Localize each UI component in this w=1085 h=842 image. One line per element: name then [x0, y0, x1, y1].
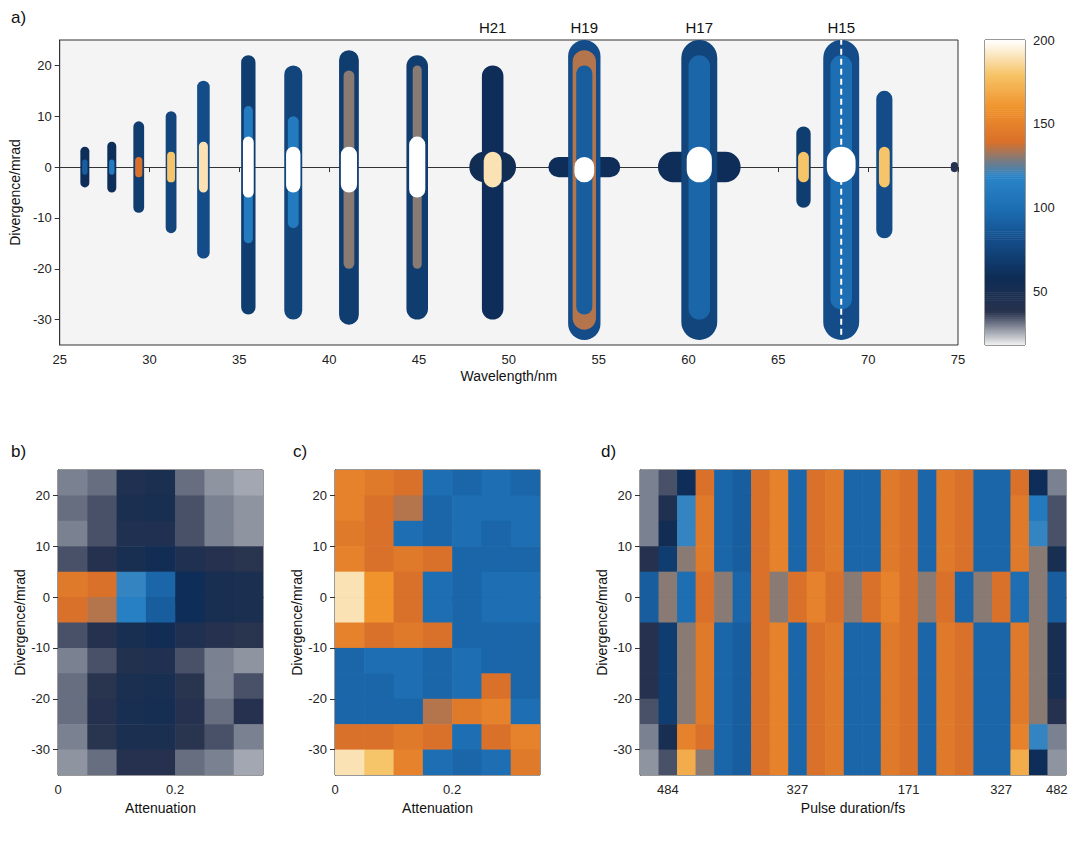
svg-text:20: 20: [313, 488, 327, 503]
svg-text:-30: -30: [308, 742, 327, 757]
svg-text:40: 40: [322, 352, 336, 367]
svg-text:H19: H19: [571, 19, 599, 36]
svg-text:c): c): [293, 442, 307, 461]
svg-text:20: 20: [618, 488, 632, 503]
svg-text:45: 45: [412, 352, 426, 367]
svg-text:Divergence/mrad: Divergence/mrad: [289, 569, 305, 676]
svg-text:-10: -10: [613, 640, 632, 655]
svg-text:Attenuation: Attenuation: [402, 800, 473, 816]
svg-text:75: 75: [951, 352, 965, 367]
svg-text:327: 327: [990, 782, 1012, 797]
svg-text:Pulse duration/fs: Pulse duration/fs: [801, 800, 905, 816]
svg-text:H15: H15: [827, 19, 855, 36]
svg-text:H21: H21: [479, 19, 507, 36]
svg-text:484: 484: [657, 782, 679, 797]
svg-text:70: 70: [861, 352, 875, 367]
svg-text:-10: -10: [31, 640, 50, 655]
svg-text:0: 0: [625, 590, 632, 605]
svg-text:30: 30: [142, 352, 156, 367]
svg-text:100: 100: [1033, 200, 1055, 215]
svg-text:-10: -10: [308, 640, 327, 655]
svg-text:55: 55: [591, 352, 605, 367]
svg-text:H17: H17: [686, 19, 714, 36]
svg-text:b): b): [11, 442, 26, 461]
svg-text:65: 65: [771, 352, 785, 367]
svg-text:200: 200: [1033, 33, 1055, 48]
svg-text:0: 0: [331, 782, 338, 797]
svg-text:-20: -20: [308, 691, 327, 706]
svg-text:482: 482: [1046, 782, 1068, 797]
svg-text:Wavelength/nm: Wavelength/nm: [460, 368, 557, 384]
svg-text:0.2: 0.2: [166, 782, 184, 797]
svg-text:10: 10: [618, 539, 632, 554]
svg-text:0: 0: [54, 782, 61, 797]
svg-text:Divergence/mrad: Divergence/mrad: [12, 569, 28, 676]
svg-text:35: 35: [232, 352, 246, 367]
svg-text:0: 0: [44, 160, 51, 175]
svg-text:-20: -20: [31, 691, 50, 706]
svg-text:25: 25: [52, 352, 66, 367]
svg-text:0: 0: [320, 590, 327, 605]
svg-text:50: 50: [502, 352, 516, 367]
svg-text:0: 0: [43, 590, 50, 605]
svg-text:Attenuation: Attenuation: [125, 800, 196, 816]
svg-text:-30: -30: [613, 742, 632, 757]
svg-text:50: 50: [1033, 284, 1047, 299]
svg-text:150: 150: [1033, 116, 1055, 131]
svg-text:-20: -20: [613, 691, 632, 706]
svg-text:-30: -30: [31, 742, 50, 757]
svg-text:10: 10: [37, 109, 51, 124]
svg-text:20: 20: [36, 488, 50, 503]
svg-text:10: 10: [36, 539, 50, 554]
svg-text:d): d): [601, 442, 616, 461]
svg-text:Divergence/mrad: Divergence/mrad: [7, 139, 23, 246]
svg-text:60: 60: [681, 352, 695, 367]
svg-text:-30: -30: [33, 312, 52, 327]
svg-text:-20: -20: [33, 261, 52, 276]
svg-text:Divergence/mrad: Divergence/mrad: [594, 569, 610, 676]
svg-text:10: 10: [313, 539, 327, 554]
svg-text:a): a): [11, 8, 26, 27]
svg-text:327: 327: [787, 782, 809, 797]
svg-text:-10: -10: [33, 210, 52, 225]
svg-text:20: 20: [37, 58, 51, 73]
svg-text:171: 171: [898, 782, 920, 797]
svg-text:0.2: 0.2: [443, 782, 461, 797]
